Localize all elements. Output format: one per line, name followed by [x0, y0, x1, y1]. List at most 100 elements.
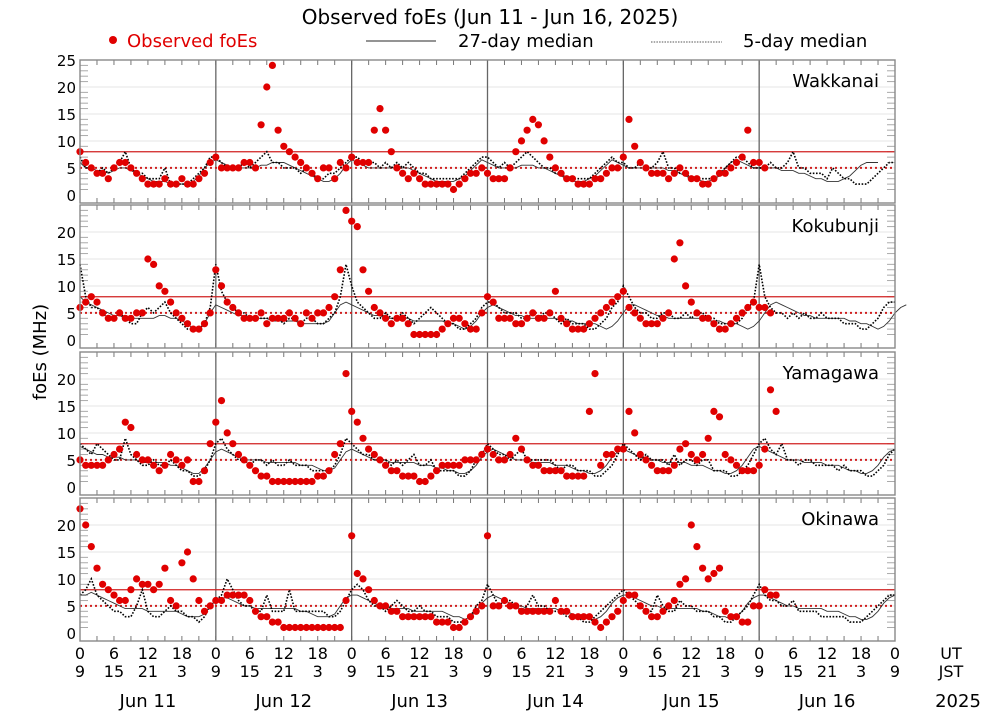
observed-point — [574, 472, 582, 480]
observed-point — [568, 472, 577, 480]
observed-point — [87, 461, 95, 469]
observed-point — [636, 158, 644, 167]
observed-point — [291, 477, 299, 486]
observed-point — [410, 613, 418, 621]
observed-point — [144, 580, 152, 588]
observed-point — [246, 461, 254, 469]
x-tick-label-ut: 18 — [851, 644, 871, 663]
observed-point — [676, 164, 684, 172]
observed-point — [251, 314, 260, 322]
observed-point — [104, 586, 112, 594]
observed-point — [365, 586, 373, 594]
observed-point — [523, 314, 531, 322]
observed-point — [138, 309, 146, 317]
observed-point — [200, 169, 209, 177]
observed-point — [738, 309, 746, 317]
observed-point — [246, 596, 254, 605]
observed-point — [110, 164, 118, 172]
observed-point — [234, 164, 243, 172]
observed-point — [438, 325, 446, 333]
observed-point — [223, 298, 231, 306]
observed-point — [438, 180, 446, 188]
observed-point — [195, 325, 203, 333]
observed-point — [766, 591, 775, 599]
x-tick-label-ut: 18 — [172, 644, 192, 663]
observed-point — [653, 613, 661, 621]
observed-point — [699, 450, 707, 459]
observed-point — [370, 303, 378, 312]
observed-point — [274, 477, 282, 486]
observed-point — [715, 325, 724, 333]
observed-point — [500, 596, 509, 605]
observed-point — [665, 175, 673, 183]
observed-point — [155, 467, 163, 475]
observed-point — [529, 461, 537, 469]
observed-point — [659, 169, 667, 177]
observed-point — [399, 314, 407, 322]
observed-point — [523, 607, 531, 615]
observed-point — [127, 423, 135, 432]
observed-point — [557, 467, 565, 475]
series-observed — [76, 206, 775, 339]
observed-point — [285, 623, 293, 632]
observed-point — [404, 175, 412, 183]
observed-point — [433, 180, 441, 188]
observed-point — [444, 320, 452, 328]
observed-point — [297, 158, 305, 167]
observed-point — [517, 320, 526, 328]
observed-point — [302, 309, 310, 317]
x-tick-label-ut: 0 — [618, 644, 628, 663]
observed-point — [133, 575, 141, 583]
observed-point — [529, 607, 537, 615]
observed-point — [359, 434, 367, 442]
observed-point — [563, 472, 571, 480]
observed-point — [183, 456, 192, 464]
observed-point — [133, 169, 141, 177]
observed-point — [183, 180, 192, 188]
observed-point — [563, 175, 571, 183]
observed-point — [761, 164, 769, 172]
observed-point — [229, 164, 237, 172]
y-tick-label: 5 — [66, 452, 76, 470]
observed-point — [121, 314, 129, 322]
observed-point — [308, 314, 316, 322]
observed-point — [393, 164, 401, 172]
x-tick-label-jst: 21 — [545, 662, 565, 681]
observed-point — [704, 575, 712, 583]
observed-point — [161, 287, 169, 295]
observed-point — [133, 450, 141, 459]
x-axis-ut-label: UT — [940, 644, 962, 663]
observed-point — [687, 521, 695, 529]
observed-point — [614, 445, 622, 453]
observed-point — [585, 407, 594, 415]
observed-point — [551, 164, 560, 172]
observed-point — [82, 298, 90, 306]
observed-point — [370, 450, 378, 459]
series-observed — [76, 370, 780, 486]
observed-point — [178, 559, 186, 567]
observed-point — [427, 180, 435, 188]
observed-point — [212, 418, 220, 426]
observed-point — [534, 461, 543, 469]
x-tick-label-ut: 6 — [109, 644, 119, 663]
observed-point — [116, 158, 124, 167]
observed-point — [517, 607, 526, 615]
observed-point — [144, 456, 152, 464]
observed-point — [597, 309, 605, 317]
observed-point — [150, 586, 158, 594]
x-tick-label-jst: 3 — [856, 662, 866, 681]
observed-point — [687, 450, 695, 459]
observed-point — [416, 613, 424, 621]
observed-point — [195, 175, 203, 183]
x-tick-label-ut: 6 — [516, 644, 526, 663]
observed-point — [478, 450, 486, 459]
observed-point — [319, 164, 327, 172]
observed-point — [699, 314, 707, 322]
observed-point — [489, 602, 497, 610]
observed-point — [721, 607, 729, 615]
x-day-label: Jun 14 — [526, 691, 584, 712]
observed-point — [217, 164, 226, 172]
observed-point — [682, 440, 690, 448]
observed-point — [150, 260, 158, 268]
observed-point — [749, 158, 758, 167]
